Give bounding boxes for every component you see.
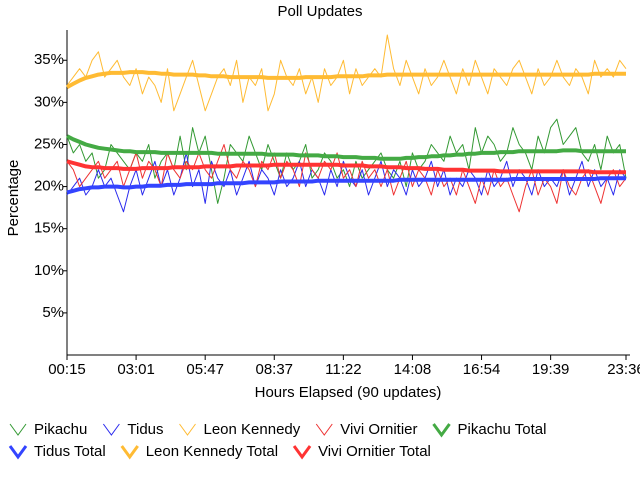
y-tick-label: 15% — [34, 220, 64, 237]
legend-icon — [292, 445, 312, 460]
x-tick-label: 03:01 — [117, 361, 155, 378]
legend-label: Tidus — [127, 421, 163, 438]
x-tick-label: 11:22 — [325, 361, 361, 378]
y-tick-label: 5% — [42, 304, 64, 321]
legend-icon — [9, 423, 27, 436]
legend-icon — [432, 423, 451, 438]
x-tick-label: 23:36 — [607, 361, 640, 378]
legend-label: Pikachu Total — [458, 421, 547, 438]
legend-label: Vivi Ornitier Total — [318, 443, 431, 460]
y-tick-label: 10% — [34, 262, 64, 279]
legend-icon — [315, 423, 333, 436]
y-tick-label: 20% — [34, 178, 64, 195]
x-axis-label: Hours Elapsed (90 updates) — [255, 384, 442, 401]
series-line — [66, 176, 626, 195]
legend-label: Leon Kennedy Total — [146, 443, 278, 460]
x-tick-label: 00:15 — [48, 361, 86, 378]
legend-icon — [102, 423, 120, 436]
series-line — [66, 134, 626, 161]
legend-icon — [8, 445, 28, 460]
legend-icon — [179, 423, 196, 436]
y-tick-label: 25% — [34, 135, 64, 152]
series-line — [66, 118, 627, 204]
chart-title: Poll Updates — [277, 3, 362, 20]
x-tick-label: 16:54 — [463, 361, 501, 378]
legend-label: Vivi Ornitier — [340, 421, 417, 438]
legend-label: Leon Kennedy — [204, 421, 301, 438]
x-tick-label: 19:39 — [532, 361, 570, 378]
legend-label: Tidus Total — [34, 443, 106, 460]
x-tick-label: 14:08 — [394, 361, 432, 378]
legend-label: Pikachu — [34, 421, 87, 438]
series-line — [66, 70, 626, 89]
series-line — [66, 159, 626, 175]
y-tick-label: 30% — [34, 93, 64, 110]
legend-icon — [120, 445, 139, 460]
y-axis-label: Percentage — [5, 160, 22, 237]
x-tick-label: 05:47 — [186, 361, 224, 378]
y-tick-label: 35% — [34, 51, 64, 68]
x-tick-label: 08:37 — [255, 361, 293, 378]
